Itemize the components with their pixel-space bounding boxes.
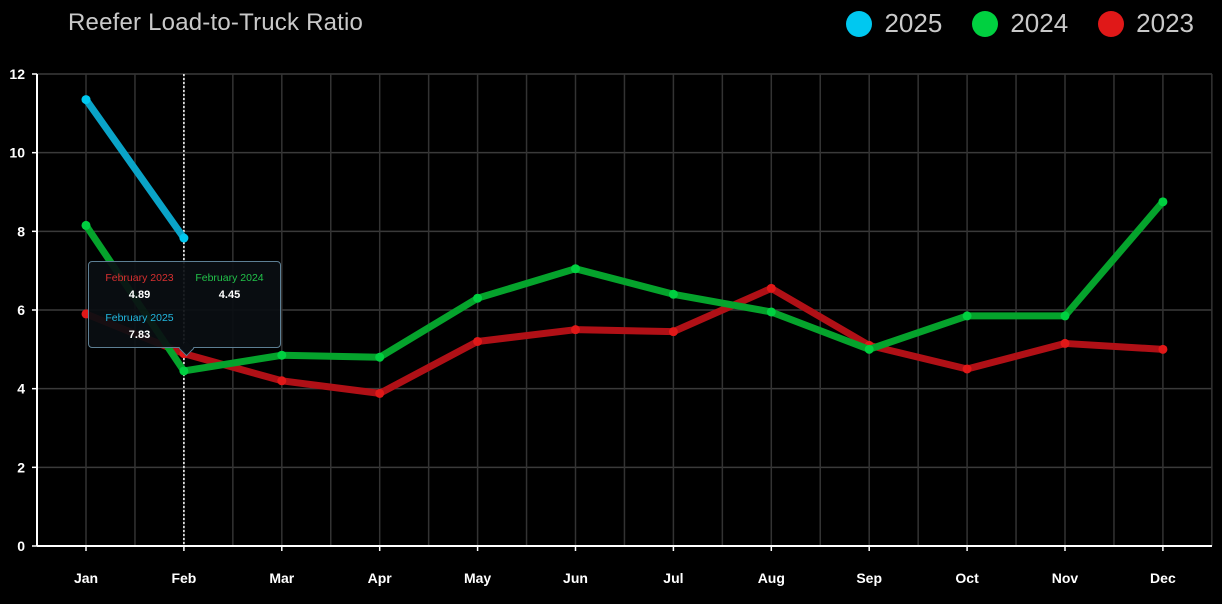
point-2024-dec <box>1158 197 1168 207</box>
x-tick-label-dec: Dec <box>1150 570 1176 586</box>
chart-title: Reefer Load-to-Truck Ratio <box>68 9 364 36</box>
tooltip-entry-2023: February 2023 4.89 <box>97 272 182 301</box>
x-tick-label-mar: Mar <box>269 570 294 586</box>
tooltip-entry-2024: February 2024 4.45 <box>187 272 272 301</box>
x-tick-label-oct: Oct <box>955 570 979 586</box>
tooltip-label-2025: February 2025 <box>105 312 174 324</box>
tooltip-label-2023: February 2023 <box>105 272 174 284</box>
point-2024-apr <box>375 352 385 362</box>
legend-dot-2025 <box>846 10 873 37</box>
point-2023-nov <box>1060 338 1070 348</box>
point-2024-sep <box>864 344 874 354</box>
point-2023-mar <box>277 376 287 386</box>
legend-item-2025[interactable]: 2025 <box>846 8 942 39</box>
series-line-2025 <box>82 96 188 242</box>
point-2023-aug <box>766 283 776 293</box>
y-tick-label-6: 6 <box>17 302 25 318</box>
point-2025-feb <box>179 233 189 243</box>
point-2023-jul <box>668 327 678 337</box>
point-2024-jun <box>571 264 580 274</box>
tooltip-value-2025: 7.83 <box>128 329 151 341</box>
x-tick-label-sep: Sep <box>856 570 882 586</box>
x-tick-label-jan: Jan <box>74 570 98 586</box>
point-2024-feb <box>179 366 189 376</box>
legend-label-2023: 2023 <box>1136 8 1194 38</box>
y-tick-label-10: 10 <box>9 145 25 161</box>
tooltip-label-2024: February 2024 <box>195 272 264 284</box>
legend-label-2025: 2025 <box>884 8 943 38</box>
x-tick-label-nov: Nov <box>1052 570 1079 586</box>
y-tick-label-2: 2 <box>17 459 25 475</box>
x-tick-label-apr: Apr <box>368 570 393 586</box>
point-2023-apr <box>375 388 385 398</box>
series-line-2023 <box>82 284 1167 397</box>
point-2024-oct <box>962 311 972 321</box>
tooltip: February 2023 4.89 February 2024 4.45 Fe… <box>88 261 281 348</box>
point-2024-jul <box>668 289 678 299</box>
x-tick-label-feb: Feb <box>171 570 196 586</box>
legend-label-2024: 2024 <box>1010 8 1069 38</box>
series-line-2024 <box>82 198 1167 375</box>
y-tick-label-4: 4 <box>17 381 25 397</box>
x-tick-label-jun: Jun <box>563 570 588 586</box>
legend-dot-2024 <box>972 10 999 37</box>
tooltip-entry-2025: February 2025 7.83 <box>97 312 182 341</box>
point-2023-oct <box>962 364 972 374</box>
point-2024-nov <box>1060 311 1070 321</box>
legend-item-2023[interactable]: 2023 <box>1098 8 1194 39</box>
y-tick-label-12: 12 <box>9 66 25 82</box>
tooltip-value-2023: 4.89 <box>128 289 151 301</box>
legend: 2025 2024 2023 <box>816 8 1194 39</box>
point-2023-jun <box>571 325 580 335</box>
point-2023-dec <box>1158 344 1168 354</box>
point-2024-aug <box>766 307 776 317</box>
point-2023-may <box>473 336 483 346</box>
legend-item-2024[interactable]: 2024 <box>972 8 1068 39</box>
point-2024-may <box>473 293 483 303</box>
x-tick-label-may: May <box>464 570 491 586</box>
x-tick-label-jul: Jul <box>663 570 683 586</box>
point-2024-jan <box>81 220 91 230</box>
y-tick-label-8: 8 <box>17 223 25 239</box>
legend-dot-2023 <box>1098 10 1125 37</box>
point-2025-jan <box>81 95 91 105</box>
point-2024-mar <box>277 350 287 360</box>
y-tick-label-0: 0 <box>17 538 25 554</box>
x-tick-label-aug: Aug <box>758 570 785 586</box>
tooltip-value-2024: 4.45 <box>218 289 241 301</box>
